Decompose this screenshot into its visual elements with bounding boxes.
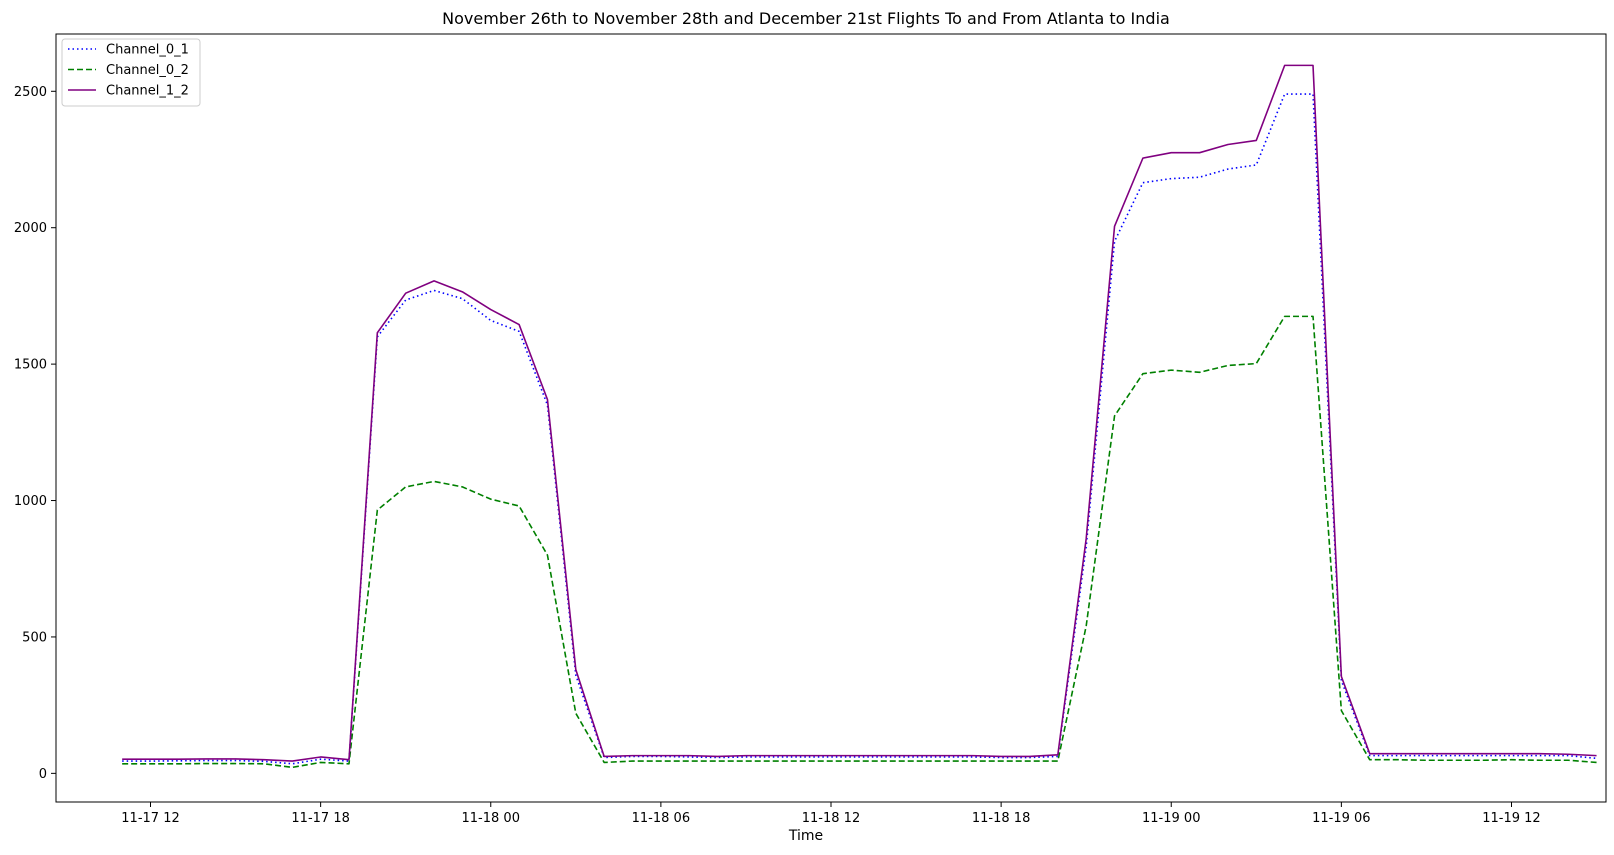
y-tick-label: 1500 xyxy=(14,358,47,373)
x-tick-label: 11-18 18 xyxy=(972,811,1030,826)
y-tick-label: 2500 xyxy=(14,85,47,100)
series-channel-0-1 xyxy=(122,93,1597,765)
series-channel-0-2 xyxy=(122,315,1597,769)
x-tick-label: 11-19 00 xyxy=(1142,811,1200,826)
legend-box xyxy=(61,38,201,107)
y-tick-label: 500 xyxy=(22,630,47,645)
x-tick-label: 11-18 00 xyxy=(462,811,520,826)
series-channel-1-2 xyxy=(122,64,1597,762)
legend-label: Channel_0_1 xyxy=(106,43,189,58)
y-axis: 0 500 1000 1500 2000 2500 xyxy=(14,85,56,782)
chart-title: November 26th to November 28th and Decem… xyxy=(442,9,1170,28)
legend: Channel_0_1 Channel_0_2 Channel_1_2 xyxy=(61,38,201,107)
x-tick-label: 11-19 06 xyxy=(1312,811,1370,826)
x-axis-label: Time xyxy=(788,828,823,844)
x-tick-label: 11-17 12 xyxy=(121,811,179,826)
x-tick-label: 11-18 12 xyxy=(802,811,860,826)
y-tick-label: 0 xyxy=(39,767,47,782)
plot-area xyxy=(55,33,1607,803)
legend-label: Channel_1_2 xyxy=(106,84,189,99)
y-tick-label: 2000 xyxy=(14,221,47,236)
x-tick-label: 11-19 12 xyxy=(1482,811,1540,826)
y-tick-label: 1000 xyxy=(14,494,47,509)
x-axis: 11-17 12 11-17 18 11-18 00 11-18 06 11-18 12… xyxy=(121,802,1541,826)
series-lines xyxy=(122,64,1597,769)
legend-label: Channel_0_2 xyxy=(106,63,189,78)
x-tick-label: 11-18 06 xyxy=(632,811,690,826)
x-tick-label: 11-17 18 xyxy=(291,811,349,826)
